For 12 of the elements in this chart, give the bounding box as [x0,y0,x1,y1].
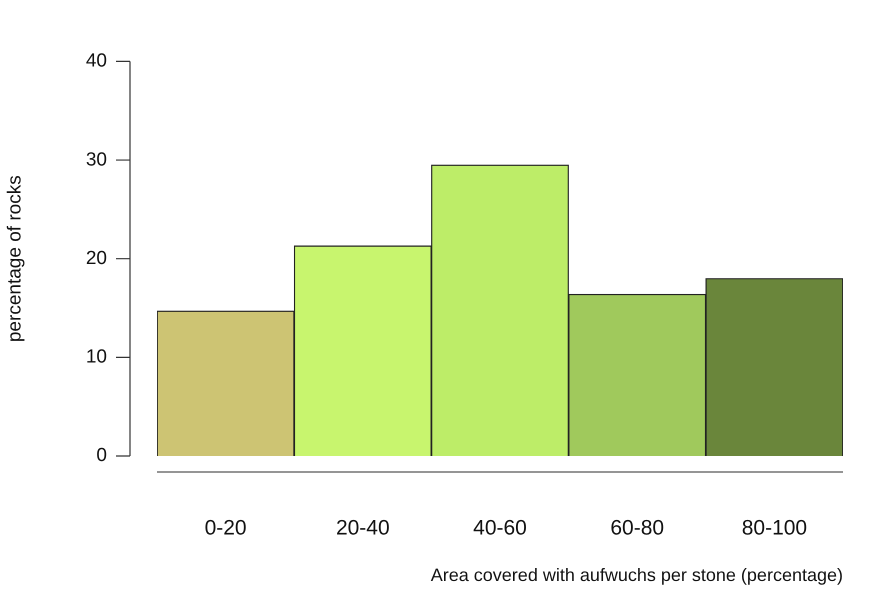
x-tick-label: 20-40 [336,516,390,540]
x-axis-title: Area covered with aufwuchs per stone (percentage) [430,565,843,586]
y-tick-label: 10 [86,346,107,368]
y-tick-label: 40 [86,50,107,72]
y-tick-label: 30 [86,149,107,170]
y-tick-label: 0 [96,445,107,466]
x-tick-label: 0-20 [204,516,247,540]
x-tick-label: 80-100 [742,516,808,540]
x-tick-label: 40-60 [473,516,527,540]
x-tick-label: 60-80 [610,516,664,540]
y-axis-title: percentage of rocks [4,175,26,342]
y-tick-label: 20 [86,248,107,269]
